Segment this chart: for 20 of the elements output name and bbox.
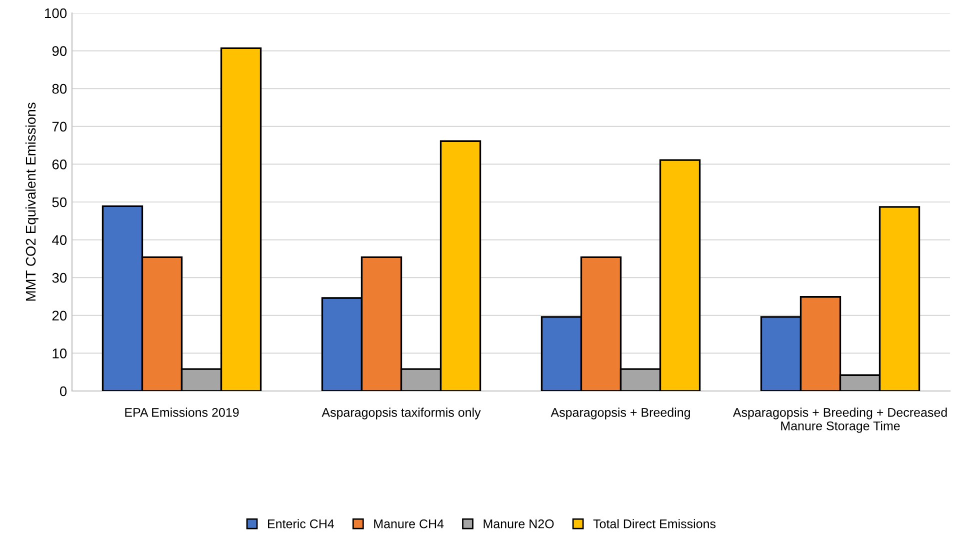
y-tick-label: 30 (52, 272, 67, 283)
y-axis-title: MMT CO2 Equivalent Emissions (25, 102, 38, 301)
legend-label: Total Direct Emissions (593, 519, 716, 528)
y-tick-label: 10 (52, 348, 67, 358)
x-tick-label: EPA Emissions 2019 (125, 408, 239, 417)
y-tick-label: 50 (52, 197, 67, 208)
y-tick-label: 90 (52, 46, 67, 56)
y-tick-label: 80 (52, 84, 67, 94)
legend-label: Enteric CH4 (268, 519, 334, 528)
y-tick-label: 70 (52, 122, 67, 132)
legend-label: Manure CH4 (374, 519, 444, 528)
legend-label: Manure N2O (484, 519, 554, 528)
y-tick-label: 60 (52, 160, 67, 170)
y-tick-label: 100 (45, 8, 67, 18)
x-tick-label: Asparagopsis taxiformis only (322, 408, 481, 420)
y-tick-label: 40 (52, 235, 67, 245)
y-tick-label: 20 (52, 310, 67, 321)
y-tick-label: 0 (60, 386, 67, 396)
x-tick-label: Asparagopsis + Breeding (550, 408, 690, 420)
x-tick-label: Asparagopsis + Breeding + Decreased Manure Storage Time (732, 408, 947, 433)
